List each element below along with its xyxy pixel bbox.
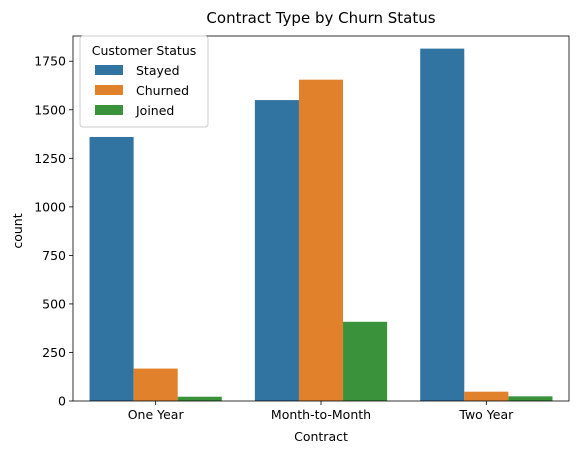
y-tick-label: 750 bbox=[42, 248, 66, 263]
legend-swatch-joined bbox=[95, 105, 123, 115]
legend-title: Customer Status bbox=[92, 43, 197, 58]
y-tick-label: 500 bbox=[42, 296, 66, 311]
bar-joined-two-year bbox=[508, 396, 553, 401]
y-tick-label: 1250 bbox=[34, 151, 66, 166]
x-tick-label: Two Year bbox=[458, 407, 514, 422]
legend-swatch-churned bbox=[95, 85, 123, 95]
y-axis-title: count bbox=[10, 213, 25, 248]
y-tick-label: 1500 bbox=[34, 102, 66, 117]
y-axis-ticks: 0 250 500 750 1000 1250 1500 1750 bbox=[34, 54, 73, 409]
bar-churned-month-to-month bbox=[298, 79, 344, 402]
legend-label-stayed: Stayed bbox=[136, 63, 180, 78]
bar-churned-one-year bbox=[133, 368, 178, 401]
bar-joined-one-year bbox=[177, 396, 222, 401]
x-tick-label: One Year bbox=[128, 407, 185, 422]
bar-joined-month-to-month bbox=[343, 321, 388, 401]
bar-stayed-one-year bbox=[89, 136, 134, 401]
bar-churned-two-year bbox=[464, 391, 509, 401]
y-tick-label: 1000 bbox=[34, 199, 66, 214]
bars-group bbox=[89, 48, 553, 402]
legend-entries: Stayed Churned Joined bbox=[95, 63, 189, 118]
chart-title: Contract Type by Churn Status bbox=[206, 9, 435, 27]
x-axis-title: Contract bbox=[294, 429, 348, 444]
y-tick-label: 0 bbox=[58, 394, 66, 409]
y-tick-label: 1750 bbox=[34, 54, 66, 69]
bar-stayed-two-year bbox=[420, 48, 465, 401]
legend: Customer Status Stayed Churned Joined bbox=[79, 35, 209, 128]
legend-swatch-stayed bbox=[95, 65, 123, 75]
legend-label-churned: Churned bbox=[136, 83, 189, 98]
x-tick-label: Month-to-Month bbox=[271, 407, 371, 422]
legend-frame bbox=[79, 35, 209, 128]
plot-frame bbox=[72, 35, 570, 402]
bar-stayed-month-to-month bbox=[254, 100, 299, 401]
x-axis-ticks: One Year Month-to-Month Two Year bbox=[128, 401, 514, 422]
legend-label-joined: Joined bbox=[135, 103, 174, 118]
y-tick-label: 250 bbox=[42, 345, 66, 360]
